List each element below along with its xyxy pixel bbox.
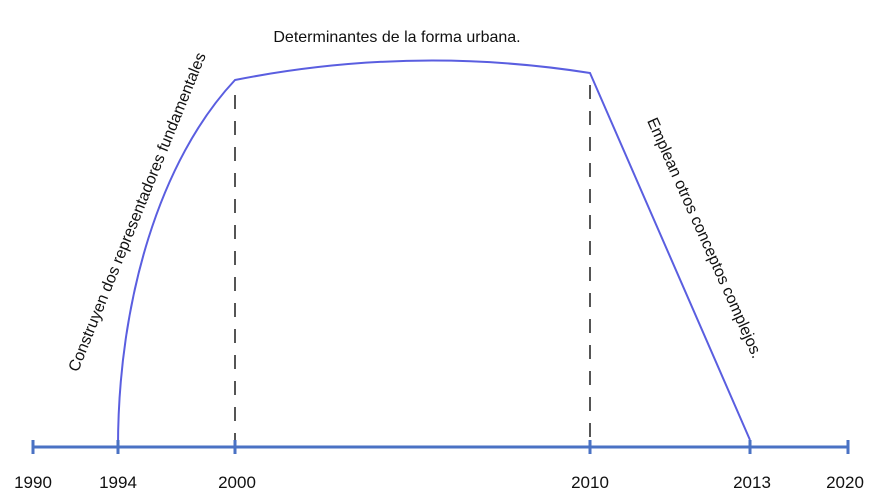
year-label: 2013: [733, 473, 771, 492]
year-label: 2000: [218, 473, 256, 492]
year-label: 1994: [99, 473, 137, 492]
year-label: 1990: [14, 473, 52, 492]
year-label: 2020: [826, 473, 864, 492]
axis-ticks: [31, 440, 850, 454]
left-label: Construyen dos representadores fundament…: [66, 50, 210, 374]
title: Determinantes de la forma urbana.: [273, 29, 520, 46]
curve: [117, 59, 751, 448]
year-label: 2010: [571, 473, 609, 492]
